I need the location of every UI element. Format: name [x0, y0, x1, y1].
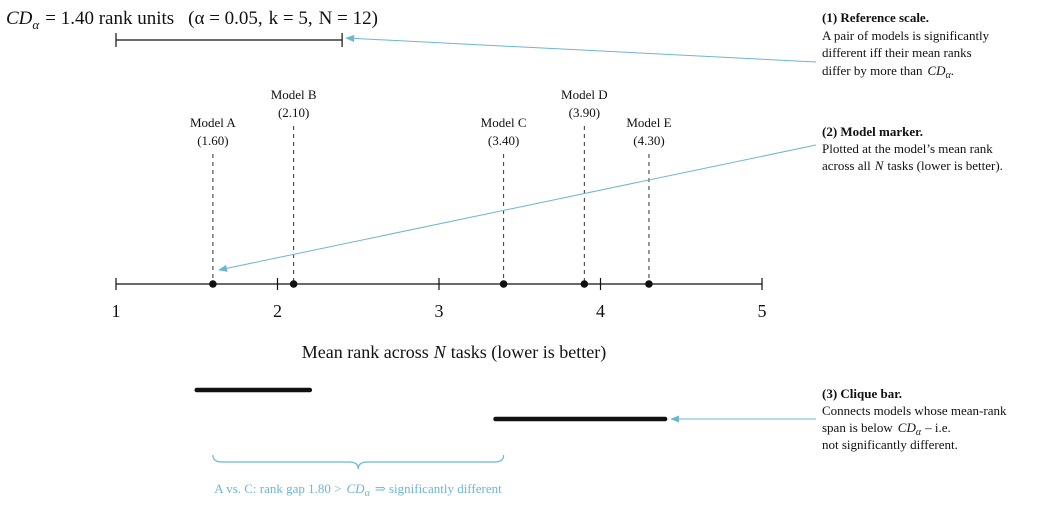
note-1-period: . [951, 63, 954, 78]
axis-tick-label-3: 3 [435, 301, 444, 321]
header-cd-value: = 1.40 rank units [45, 8, 174, 29]
note-2-title: (2) Model marker. [822, 124, 923, 139]
model-name-label: Model B [271, 87, 317, 102]
model-name-label: Model D [561, 87, 608, 102]
note-3-line-2-prefix: span is below [822, 420, 893, 435]
note-1-line-3-text: differ by more than [822, 63, 923, 78]
header-param-n: N = 12) [319, 8, 378, 29]
brace-caption-suffix: ⇒ significantly different [375, 481, 502, 496]
note-1-title: (1) Reference scale. [822, 10, 929, 25]
model-markers: Model A (1.60) Model B (2.10) Model C (3.40) M… [190, 87, 672, 288]
note-reference-scale: (1) Reference scale. A pair of models is… [822, 10, 990, 81]
note-3-cd-sub: α [916, 427, 922, 438]
note-2-line-2-var: N [874, 158, 885, 173]
header-param-alpha: (α = 0.05, [188, 8, 263, 29]
note-2-line-2-prefix: across all [822, 158, 871, 173]
axis-tick-label-4: 4 [596, 301, 605, 321]
axis-label-prefix: Mean rank across [302, 342, 429, 362]
axis-tick-label-5: 5 [758, 301, 767, 321]
note-2-line-2-suffix: tasks (lower is better). [887, 158, 1003, 173]
model-name-label: Model E [626, 115, 671, 130]
note-3-title: (3) Clique bar. [822, 386, 902, 401]
model-name-label: Model A [190, 115, 236, 130]
rank-axis: 1 2 3 4 5 [112, 278, 767, 321]
brace-caption-prefix: A vs. C: rank gap 1.80 > [214, 481, 341, 496]
annotation-arrows [218, 34, 817, 423]
brace-caption-cd-sub: α [365, 488, 371, 499]
axis-tick-label-1: 1 [112, 301, 121, 321]
note-1-line-2: different iff their mean ranks [822, 45, 972, 60]
header-param-k: k = 5, [269, 8, 313, 29]
note-clique-bar: (3) Clique bar. Connects models whose me… [822, 386, 1007, 452]
model-rank-label: (3.40) [488, 133, 519, 148]
comparison-brace [212, 454, 505, 470]
header-cd-sub: α [32, 17, 40, 32]
header-cd-symbol: CD [6, 8, 33, 29]
axis-label-suffix: tasks (lower is better) [451, 342, 606, 363]
arrow-to-model-marker [218, 144, 817, 272]
note-3-line-3: not significantly different. [822, 437, 958, 452]
note-model-marker: (2) Model marker. Plotted at the model’s… [822, 124, 1003, 173]
note-3-line-1: Connects models whose mean-rank [822, 403, 1007, 418]
model-rank-label: (4.30) [633, 133, 664, 148]
arrow-to-reference-scale [345, 34, 817, 63]
note-1-line-3: differ by more than CDα. [822, 63, 954, 81]
model-name-label: Model C [481, 115, 527, 130]
clique-bars [194, 387, 668, 422]
brace-caption-cd-symbol: CD [347, 481, 366, 496]
axis-label-var: N [433, 342, 447, 362]
note-2-line-1: Plotted at the model’s mean rank [822, 141, 993, 156]
note-1-cd-symbol: CD [927, 63, 946, 78]
note-3-cd-symbol: CD [898, 420, 917, 435]
note-1-cd-sub: α [946, 70, 952, 81]
model-rank-label: (2.10) [278, 105, 309, 120]
axis-tick-label-2: 2 [273, 301, 282, 321]
brace-path [212, 454, 505, 470]
note-3-line-2-suffix: – i.e. [924, 420, 951, 435]
note-3-line-2: span is below CDα – i.e. [822, 420, 951, 438]
model-rank-label: (1.60) [197, 133, 228, 148]
header-cd-line: CDα = 1.40 rank units (α = 0.05, k = 5, N = … [6, 8, 378, 32]
reference-scale-bar [115, 33, 343, 47]
brace-caption: A vs. C: rank gap 1.80 > CDα ⇒ significant… [214, 481, 502, 499]
note-1-line-1: A pair of models is significantly [822, 28, 990, 43]
model-rank-label: (3.90) [569, 105, 600, 120]
